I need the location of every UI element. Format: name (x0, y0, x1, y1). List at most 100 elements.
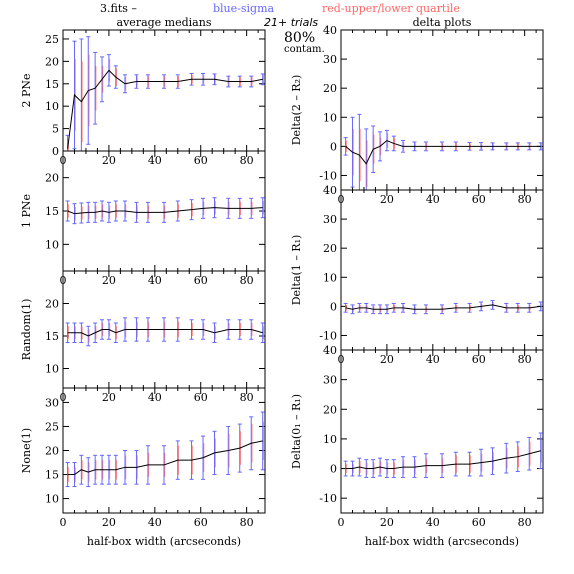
x-tick-label: 40 (426, 516, 440, 529)
x-tick-label: 40 (148, 391, 162, 404)
x-tick-label: 80 (518, 516, 532, 529)
y-axis-title: Delta(2 – R₂) (290, 75, 303, 146)
y-tick-label: 20 (323, 403, 337, 416)
y-tick-label: 10 (45, 493, 59, 506)
x-tick-label: 80 (240, 516, 254, 529)
panel-frame (62, 29, 266, 152)
median-line (345, 139, 541, 165)
y-tick-label: 30 (323, 213, 337, 226)
x-tick-label: 40 (148, 154, 162, 167)
x-tick-label: 20 (102, 154, 116, 167)
median-line (67, 440, 263, 476)
y-tick-label: 30 (45, 396, 59, 409)
y-tick-label: 10 (45, 238, 59, 251)
y-axis-title: None(1) (20, 428, 33, 473)
y-tick-label: 25 (45, 33, 59, 46)
x-tick-label: 20 (380, 353, 394, 366)
y-tick-label: 20 (45, 172, 59, 185)
trials-label: 21+ trials (264, 16, 318, 29)
y-tick-label: 20 (323, 82, 337, 95)
y-axis-title: Delta(1 – R₁) (290, 235, 303, 306)
median-line (345, 304, 541, 310)
y-tick-label: 10 (323, 271, 337, 284)
red-quartile-legend: red-upper/lower quartile (322, 2, 460, 15)
y-tick-label: 0 (330, 140, 337, 153)
y-tick-label: 15 (45, 330, 59, 343)
x-tick-label: 0 (60, 516, 67, 529)
y-tick-label: 0 (52, 145, 59, 158)
y-tick-label: 20 (45, 298, 59, 311)
y-tick-label: 25 (45, 420, 59, 433)
left-column-title: average medians (117, 16, 212, 29)
y-tick-label: 15 (45, 469, 59, 482)
y-tick-label: 20 (45, 445, 59, 458)
median-line (67, 329, 263, 337)
x-tick-label: 60 (194, 516, 208, 529)
y-tick-label: 15 (45, 205, 59, 218)
x-tick-label: 80 (518, 353, 532, 366)
y-tick-label: 20 (45, 55, 59, 68)
x-tick-label: 80 (240, 274, 254, 287)
y-axis-title: Delta(0₁ – R₁) (290, 394, 303, 469)
x-tick-label: 60 (472, 193, 486, 206)
x-tick-label: 60 (194, 274, 208, 287)
y-tick-label: 40 (323, 24, 337, 37)
y-tick-label: 10 (45, 363, 59, 376)
x-tick-label: 20 (380, 193, 394, 206)
y-tick-label: 30 (323, 53, 337, 66)
median-line (345, 450, 541, 470)
median-line (67, 69, 263, 149)
x-tick-label: 0 (338, 516, 345, 529)
panel-3: 0 20 40 60 80 10 15 20 25 30 None(1) (20, 387, 266, 529)
y-axis-title: 1 PNe (20, 194, 33, 228)
x-tick-label: 40 (148, 274, 162, 287)
y-axis-title: 2 PNe (20, 73, 33, 107)
y-tick-label: 10 (45, 100, 59, 113)
y-tick-label: -10 (319, 492, 337, 505)
x-tick-label: 80 (240, 154, 254, 167)
y-tick-label: -10 (319, 329, 337, 342)
y-tick-label: 15 (45, 78, 59, 91)
x-tick-label: 80 (518, 193, 532, 206)
right-column-title: delta plots (413, 16, 472, 29)
x-tick-label: 20 (380, 516, 394, 529)
y-tick-label: 0 (330, 300, 337, 313)
median-line (67, 207, 263, 215)
x-tick-label: 40 (148, 516, 162, 529)
y-tick-label: 5 (52, 123, 59, 136)
x-tick-label: 20 (102, 391, 116, 404)
x-tick-label: 60 (472, 353, 486, 366)
panel-frame (340, 349, 544, 514)
x-tick-label: 20 (102, 516, 116, 529)
y-tick-label: 20 (323, 242, 337, 255)
y-axis-title: Random(1) (20, 299, 33, 361)
x-tick-label: 60 (194, 154, 208, 167)
x-tick-label: 60 (194, 391, 208, 404)
y-tick-label: 10 (323, 111, 337, 124)
panel-frame (340, 189, 544, 351)
y-tick-label: 40 (323, 184, 337, 197)
y-tick-label: 0 (330, 463, 337, 476)
x-tick-label: 40 (426, 353, 440, 366)
y-tick-label: 30 (323, 374, 337, 387)
file-label: 3.fits – (100, 2, 137, 15)
contamination-word: contam. (284, 44, 325, 55)
contamination-percent: 80% (284, 30, 315, 46)
x-tick-label: 20 (102, 274, 116, 287)
blue-sigma-legend: blue-sigma (213, 2, 275, 15)
x-tick-label: 40 (426, 193, 440, 206)
y-tick-label: -10 (319, 169, 337, 182)
panel-frame (340, 29, 544, 191)
x-tick-label: 80 (240, 391, 254, 404)
x-tick-label: 60 (472, 516, 486, 529)
left-xaxis-title: half-box width (arcseconds) (87, 535, 241, 548)
y-tick-label: 10 (323, 433, 337, 446)
y-tick-label: 40 (323, 344, 337, 357)
